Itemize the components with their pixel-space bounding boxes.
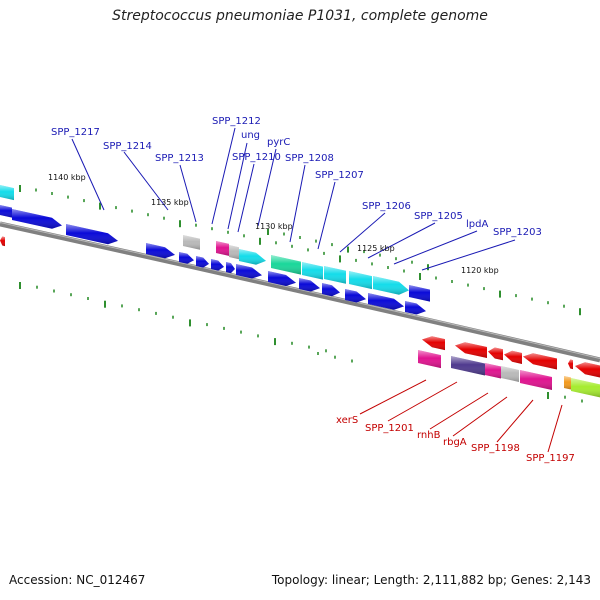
leader-spp-1206 — [339, 212, 386, 253]
leader-spp-1197 — [547, 404, 563, 453]
gene-block-12-shading — [345, 289, 366, 303]
leader-spp-1201 — [387, 381, 458, 422]
gene-block-magenta-2-shading — [418, 350, 441, 369]
leader-spp-1217 — [71, 138, 105, 211]
gene-block-6-shading — [211, 259, 224, 271]
gene-block-grey-2-shading — [229, 245, 239, 260]
leader-lpda — [393, 230, 478, 265]
genome-backbone — [0, 221, 600, 363]
gene-block-cyan-4-shading — [349, 271, 372, 290]
gene-block-5-shading — [196, 256, 209, 268]
gene-label-lpda[interactable]: lpdA — [466, 219, 488, 230]
scale-label-1130: 1130 kbp — [255, 222, 293, 231]
leader-spp-1203 — [421, 239, 516, 271]
gene-block-red-3-shading — [488, 347, 503, 361]
leader-spp-1198 — [496, 399, 534, 443]
gene-block-4-shading — [179, 252, 194, 264]
leader-spp-1214 — [123, 151, 169, 211]
gene-block-9-shading — [268, 271, 296, 286]
gene-block-cyan-3-shading — [324, 266, 346, 284]
gene-label-spp-1198[interactable]: SPP_1198 — [471, 443, 520, 454]
gene-block-purple-shading — [451, 356, 485, 376]
map-title: Streptococcus pneumoniae P1031, complete… — [112, 8, 488, 24]
gene-label-ung[interactable]: ung — [241, 130, 260, 141]
gene-block-red-7-shading — [575, 362, 600, 378]
gene-block-magenta-shading — [216, 241, 229, 256]
gene-block-red-left-shading — [0, 236, 5, 247]
leader-spp-1210 — [237, 163, 255, 233]
leader-ung — [227, 142, 248, 230]
gene-label-spp-1206[interactable]: SPP_1206 — [362, 201, 411, 212]
leader-rbga — [452, 396, 508, 437]
accession-text: Accession: NC_012467 — [9, 573, 146, 587]
gene-block-red-2-shading — [455, 342, 487, 358]
gene-block-green-shading — [271, 255, 301, 275]
gene-block-orange-shading — [564, 376, 571, 390]
gene-label-spp-1205[interactable]: SPP_1205 — [414, 211, 463, 222]
gene-block-magenta-3-shading — [485, 363, 501, 379]
gene-block-7-shading — [226, 262, 235, 274]
gene-label-spp-1210[interactable]: SPP_1210 — [232, 152, 281, 163]
gene-label-rbga[interactable]: rbgA — [443, 437, 467, 448]
gene-label-spp-1208[interactable]: SPP_1208 — [285, 153, 334, 164]
gene-block-10-shading — [299, 278, 320, 292]
gene-block-2-shading — [66, 224, 118, 245]
gene-block-cyan-2-shading — [302, 262, 323, 280]
scale-label-1140: 1140 kbp — [48, 173, 86, 182]
label-leader-lines — [71, 127, 563, 453]
gene-label-xers[interactable]: xerS — [336, 415, 358, 426]
leader-rnhb — [429, 392, 489, 430]
leader-xers — [359, 379, 427, 415]
gene-block-red-4-shading — [504, 350, 522, 364]
scale-label-1125: 1125 kbp — [357, 244, 395, 253]
gene-label-spp-1217[interactable]: SPP_1217 — [51, 127, 100, 138]
leader-spp-1212 — [211, 127, 236, 225]
gene-label-spp-1214[interactable]: SPP_1214 — [103, 141, 152, 152]
gene-block-3-shading — [146, 243, 175, 259]
gene-label-rnhb[interactable]: rnhB — [417, 430, 441, 441]
gene-block-magenta-4-shading — [520, 370, 552, 390]
gene-block-14-shading — [405, 301, 426, 315]
leader-spp-1208 — [289, 164, 306, 243]
gene-label-spp-1212[interactable]: SPP_1212 — [212, 116, 261, 127]
gene-label-pyrc[interactable]: pyrC — [267, 137, 290, 148]
gene-block-13-shading — [368, 293, 404, 310]
gene-label-spp-1201[interactable]: SPP_1201 — [365, 423, 414, 434]
gene-label-spp-1197[interactable]: SPP_1197 — [526, 453, 575, 464]
gene-block-lime-shading — [571, 378, 600, 398]
gene-block-11-shading — [322, 283, 340, 297]
gene-block-grey-3-shading — [501, 366, 519, 382]
scale-label-1135: 1135 kbp — [151, 198, 189, 207]
gene-features[interactable] — [0, 185, 600, 398]
gene-block-cyan-left-shading — [0, 185, 14, 201]
scale-label-1120: 1120 kbp — [461, 266, 499, 275]
gene-block-8-shading — [236, 264, 262, 279]
gene-block-red-5-shading — [523, 353, 557, 370]
leader-spp-1207 — [317, 181, 336, 250]
leader-spp-1205 — [367, 222, 436, 259]
gene-label-spp-1213[interactable]: SPP_1213 — [155, 153, 204, 164]
gene-label-spp-1203[interactable]: SPP_1203 — [493, 227, 542, 238]
tick-marks — [19, 185, 583, 403]
gene-block-cyan-5-shading — [373, 276, 409, 295]
gene-block-grey-shading — [183, 235, 200, 250]
gene-label-spp-1207[interactable]: SPP_1207 — [315, 170, 364, 181]
gene-block-blue-left-shading — [0, 205, 12, 218]
genome-stats-text: Topology: linear; Length: 2,111,882 bp; … — [271, 573, 591, 587]
genome-backbone-highlight — [0, 222, 600, 359]
leader-spp-1213 — [179, 164, 197, 223]
leader-pyrc — [257, 148, 277, 227]
gene-block-blue-end-shading — [409, 285, 430, 302]
gene-block-red-6-shading — [568, 359, 573, 370]
gene-block-cyan-1-shading — [239, 249, 266, 265]
gene-block-1-shading — [12, 209, 62, 229]
gene-block-red-1-shading — [422, 336, 445, 351]
